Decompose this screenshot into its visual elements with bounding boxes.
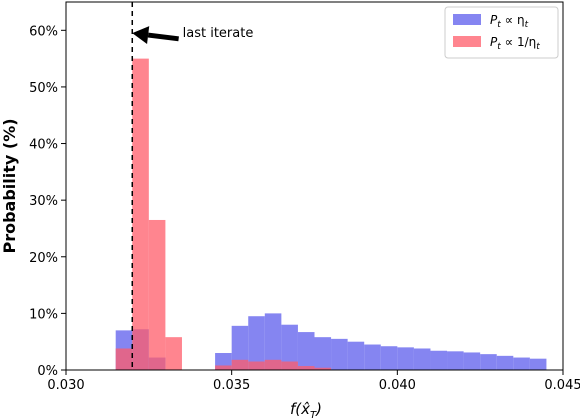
histogram-bar xyxy=(347,341,365,370)
histogram-bar xyxy=(231,359,249,370)
x-tick-label: 0.045 xyxy=(544,378,580,393)
histogram-bar xyxy=(281,324,298,370)
histogram-bar xyxy=(231,325,249,370)
y-tick-label: 10% xyxy=(29,307,58,322)
plot-frame xyxy=(65,1,564,371)
histogram-bar xyxy=(264,313,282,370)
histogram-bar xyxy=(364,344,381,370)
histogram-bar xyxy=(463,352,481,370)
histogram-bar xyxy=(314,367,332,370)
y-tick-label: 0% xyxy=(37,364,58,379)
histogram-bar xyxy=(297,366,315,370)
histogram-bar xyxy=(165,337,182,370)
histogram-bar xyxy=(496,355,514,370)
histogram-bar xyxy=(115,348,133,370)
histogram-bar xyxy=(331,338,348,370)
y-tick-label: 60% xyxy=(29,24,58,39)
histogram-bar xyxy=(248,316,265,370)
arrow-shaft xyxy=(147,32,179,42)
legend-swatch xyxy=(453,36,481,47)
histogram-bar xyxy=(314,337,332,370)
last-iterate-arrow xyxy=(132,26,179,45)
histogram-bar xyxy=(264,359,282,370)
arrow-head xyxy=(132,26,150,45)
histogram-bar xyxy=(413,348,431,370)
histogram-bar xyxy=(132,58,149,370)
x-tick-label: 0.040 xyxy=(379,378,416,393)
legend-entry-label: Pt ∝ ηt xyxy=(490,13,529,30)
histogram-bar xyxy=(380,346,398,370)
x-axis-label: f(x̂T) xyxy=(290,400,322,420)
series-blue-bars xyxy=(115,313,547,370)
histogram-bar xyxy=(447,351,464,370)
legend: Pt ∝ ηt Pt ∝ 1/ηt xyxy=(444,6,559,59)
y-tick-label: 40% xyxy=(29,138,58,153)
y-tick-label: 50% xyxy=(29,81,58,96)
legend-entry-label: Pt ∝ 1/ηt xyxy=(490,35,540,52)
x-tick-label: 0.030 xyxy=(47,378,84,393)
histogram-bar xyxy=(215,365,232,370)
histogram-bar xyxy=(529,358,547,370)
histogram-bar xyxy=(513,357,530,370)
y-axis: 0% 10% 20% 30% 40% 50% 60% xyxy=(29,24,66,379)
histogram-bar xyxy=(297,332,315,370)
histogram-bar xyxy=(430,350,448,370)
histogram-bar xyxy=(148,219,166,370)
x-axis: 0.030 0.035 0.040 0.045 xyxy=(47,370,580,393)
x-tick-label: 0.035 xyxy=(213,378,250,393)
histogram-bar xyxy=(480,354,497,370)
histogram-bar xyxy=(248,361,265,370)
y-tick-label: 20% xyxy=(29,251,58,266)
last-iterate-annotation: last iterate xyxy=(183,26,254,41)
y-tick-label: 30% xyxy=(29,194,58,209)
series-red-bars xyxy=(115,58,332,370)
histogram-bar xyxy=(281,361,298,370)
histogram-bar xyxy=(397,347,414,370)
y-axis-label: Probability (%) xyxy=(0,118,19,253)
legend-swatch xyxy=(453,14,481,25)
